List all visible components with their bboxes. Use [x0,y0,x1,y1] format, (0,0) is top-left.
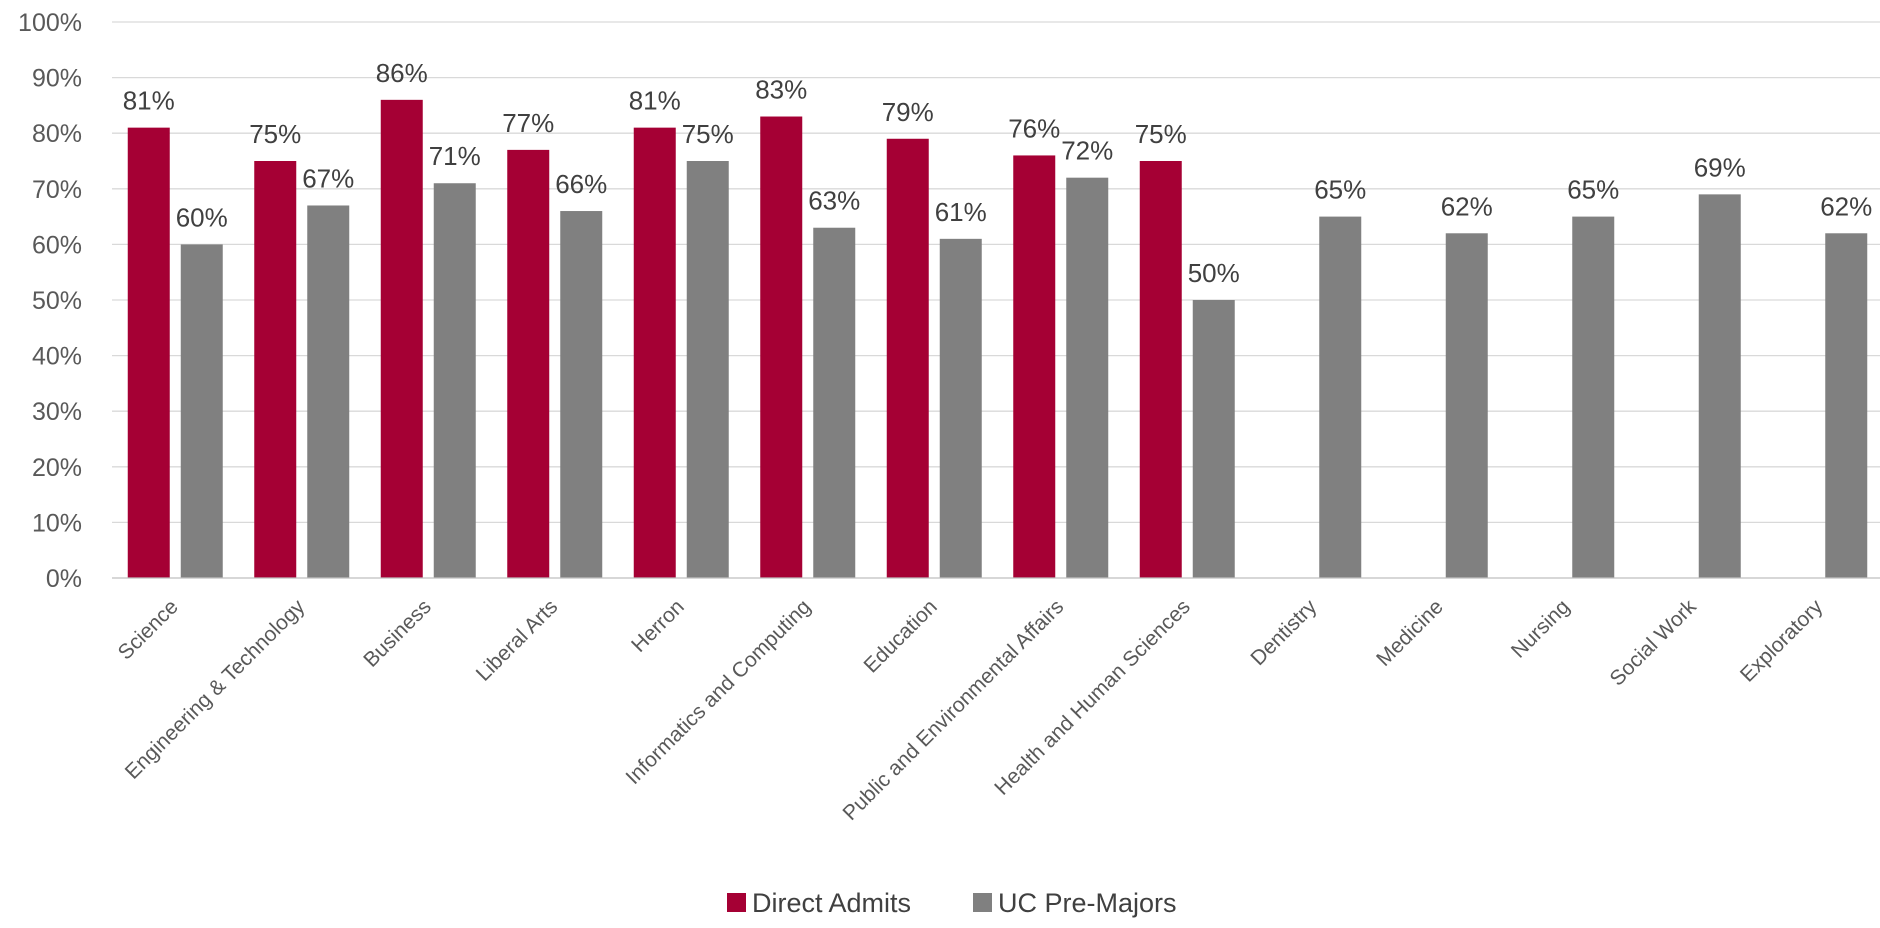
legend-label-direct-admits: Direct Admits [752,888,911,918]
data-label: 72% [1061,136,1113,166]
data-label: 77% [502,108,554,138]
data-label: 71% [429,141,481,171]
data-label: 76% [1008,113,1060,143]
y-tick-label: 50% [32,287,82,315]
data-labels: 81%75%86%77%81% 83%79%76% 75%60%67%71%66%7… [123,58,1873,288]
legend-swatch-direct-admits [727,893,746,912]
x-tick-label: Public and Environmental Affairs [839,595,1069,825]
data-label: 60% [176,202,228,232]
data-label: 75% [682,119,734,149]
bar [1445,233,1488,578]
bar [507,149,550,578]
data-label: 61% [935,197,987,227]
y-tick-label: 100% [18,9,82,37]
data-label: 63% [808,186,860,216]
bar [307,205,350,579]
data-label: 75% [1135,119,1187,149]
x-tick-label: Social Work [1606,595,1702,691]
x-tick-label: Business [359,595,436,672]
data-label: 66% [555,169,607,199]
y-tick-label: 40% [32,343,82,371]
data-label: 81% [123,86,175,116]
x-tick-label: Liberal Arts [472,595,563,686]
legend-label-uc-pre-majors: UC Pre-Majors [998,888,1177,918]
data-label: 50% [1188,258,1240,288]
data-label: 62% [1820,191,1872,221]
bar [886,138,929,578]
y-tick-label: 30% [32,398,82,426]
data-label: 69% [1694,152,1746,182]
bar [127,127,170,578]
x-tick-label: Exploratory [1736,595,1828,687]
y-tick-label: 90% [32,65,82,93]
bars [127,99,1868,579]
bar [380,99,423,578]
data-label: 65% [1567,175,1619,205]
bar [939,238,982,578]
bar [433,183,476,579]
y-axis-tick-labels: 0% 10% 20% 30% 40% 50% 60% 70% 80% 90% 100% [18,9,82,593]
legend-swatch-uc-pre-majors [973,893,992,912]
y-tick-label: 80% [32,120,82,148]
bar [1066,177,1109,578]
data-label: 75% [249,119,301,149]
bar [1192,300,1235,578]
data-label: 81% [629,86,681,116]
bar [633,127,676,578]
bar [254,161,297,578]
y-tick-label: 20% [32,454,82,482]
y-tick-label: 10% [32,509,82,537]
y-tick-label: 0% [46,565,82,593]
bar [560,211,603,579]
x-tick-label: Education [859,595,941,677]
data-label: 62% [1441,191,1493,221]
legend: Direct Admits UC Pre-Majors [727,888,1177,918]
bar [1825,233,1868,578]
y-tick-label: 70% [32,176,82,204]
x-tick-label: Herron [627,595,689,657]
x-tick-label: Nursing [1507,595,1574,662]
bar [1013,155,1056,578]
bar [1698,194,1741,579]
data-label: 67% [302,163,354,193]
bar [1572,216,1615,578]
y-tick-label: 60% [32,231,82,259]
x-tick-label: Medicine [1372,595,1448,671]
bar [1319,216,1362,578]
bar [1139,161,1182,578]
data-label: 83% [755,75,807,105]
data-label: 86% [376,58,428,88]
bar [686,161,729,578]
data-label: 79% [882,97,934,127]
x-tick-label: Science [114,595,183,664]
bar [760,116,803,579]
bar [813,227,856,578]
data-label: 65% [1314,175,1366,205]
bar [180,244,223,578]
gridlines [112,21,1880,524]
x-tick-label: Dentistry [1246,595,1321,670]
